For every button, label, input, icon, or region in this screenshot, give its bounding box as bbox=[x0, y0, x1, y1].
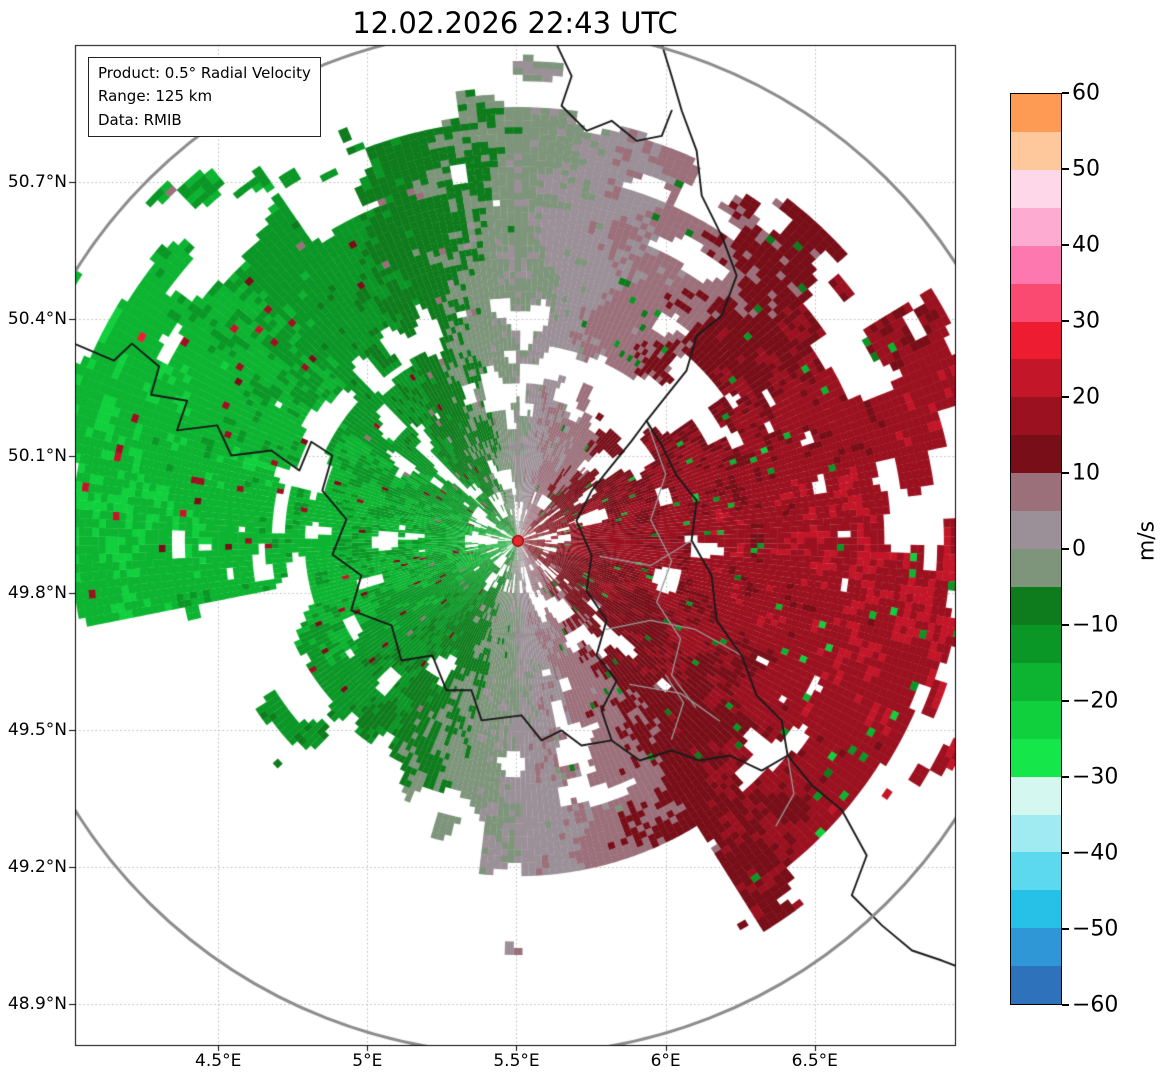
colorbar-segment bbox=[1011, 776, 1061, 815]
colorbar-segment bbox=[1011, 321, 1061, 360]
colorbar-segment bbox=[1011, 169, 1061, 208]
colorbar-tick-label: 50 bbox=[1072, 156, 1100, 182]
colorbar-tick-mark bbox=[1062, 396, 1069, 398]
colorbar-segment bbox=[1011, 549, 1061, 587]
colorbar-segment bbox=[1011, 131, 1061, 170]
colorbar-tick-label: −20 bbox=[1072, 688, 1119, 714]
colorbar-segment bbox=[1011, 966, 1061, 1005]
colorbar-segment bbox=[1011, 586, 1061, 625]
y-tick-label: 50.1°N bbox=[7, 445, 67, 466]
colorbar-tick-label: 40 bbox=[1072, 232, 1100, 258]
colorbar-tick-mark bbox=[1062, 928, 1069, 930]
colorbar-tick-label: −10 bbox=[1072, 612, 1119, 638]
colorbar-segment bbox=[1011, 852, 1061, 891]
colorbar-segment bbox=[1011, 700, 1061, 739]
colorbar-segment bbox=[1011, 928, 1061, 967]
y-tick-label: 50.7°N bbox=[7, 171, 67, 192]
colorbar-segment bbox=[1011, 473, 1061, 512]
colorbar-tick-mark bbox=[1062, 92, 1069, 94]
colorbar-tick-mark bbox=[1062, 700, 1069, 702]
x-tick-label: 5.5°E bbox=[493, 1051, 540, 1071]
colorbar-tick-label: 60 bbox=[1072, 80, 1100, 106]
colorbar-segment bbox=[1011, 511, 1061, 550]
colorbar-tick-mark bbox=[1062, 624, 1069, 626]
colorbar-segment bbox=[1011, 435, 1061, 474]
colorbar-tick-mark bbox=[1062, 852, 1069, 854]
colorbar-segment bbox=[1011, 738, 1061, 777]
y-tick-label: 50.4°N bbox=[7, 308, 67, 329]
x-tick-label: 4.5°E bbox=[195, 1051, 242, 1071]
colorbar-tick-label: 0 bbox=[1072, 536, 1086, 562]
colorbar-tick-label: −40 bbox=[1072, 840, 1119, 866]
colorbar-segment bbox=[1011, 624, 1061, 663]
colorbar-segment bbox=[1011, 283, 1061, 322]
colorbar-unit-label: m/s bbox=[1134, 520, 1160, 562]
colorbar-segment bbox=[1011, 94, 1061, 132]
x-tick-label: 5°E bbox=[352, 1051, 383, 1071]
colorbar-tick-mark bbox=[1062, 548, 1069, 550]
colorbar-tick-mark bbox=[1062, 1004, 1069, 1006]
colorbar-segment bbox=[1011, 359, 1061, 398]
product-info-box: Product: 0.5° Radial Velocity Range: 125… bbox=[88, 57, 321, 137]
colorbar-tick-label: 20 bbox=[1072, 384, 1100, 410]
colorbar-tick-mark bbox=[1062, 776, 1069, 778]
colorbar-tick-label: 10 bbox=[1072, 460, 1100, 486]
colorbar-tick-mark bbox=[1062, 168, 1069, 170]
data-source-line: Data: RMIB bbox=[98, 110, 182, 129]
colorbar-segment bbox=[1011, 245, 1061, 284]
colorbar-tick-mark bbox=[1062, 244, 1069, 246]
y-tick-label: 48.9°N bbox=[7, 993, 67, 1014]
x-tick-label: 6°E bbox=[650, 1051, 681, 1071]
colorbar-tick-mark bbox=[1062, 472, 1069, 474]
colorbar-segment bbox=[1011, 662, 1061, 701]
chart-title: 12.02.2026 22:43 UTC bbox=[352, 6, 678, 40]
colorbar-tick-label: −30 bbox=[1072, 764, 1119, 790]
x-tick-label: 6.5°E bbox=[791, 1051, 838, 1071]
range-info-line: Range: 125 km bbox=[98, 87, 213, 106]
colorbar-segment bbox=[1011, 397, 1061, 436]
colorbar bbox=[1010, 93, 1062, 1005]
colorbar-tick-label: −50 bbox=[1072, 916, 1119, 942]
colorbar-segment bbox=[1011, 207, 1061, 246]
product-info-line: Product: 0.5° Radial Velocity bbox=[98, 64, 311, 82]
colorbar-segment bbox=[1011, 814, 1061, 853]
y-tick-label: 49.5°N bbox=[7, 719, 67, 740]
colorbar-tick-label: 30 bbox=[1072, 308, 1100, 334]
colorbar-tick-mark bbox=[1062, 320, 1069, 322]
colorbar-tick-label: −60 bbox=[1072, 992, 1119, 1018]
colorbar-segment bbox=[1011, 890, 1061, 929]
y-tick-label: 49.2°N bbox=[7, 856, 67, 877]
y-tick-label: 49.8°N bbox=[7, 582, 67, 603]
